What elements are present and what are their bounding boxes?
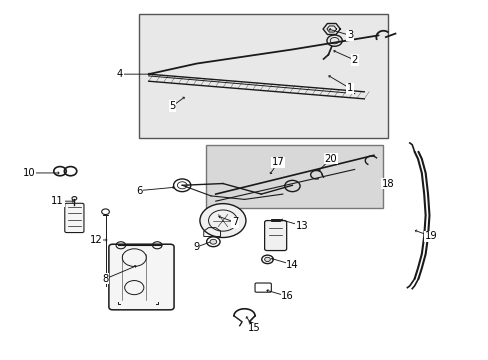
Circle shape	[200, 204, 245, 238]
Text: 18: 18	[381, 179, 394, 189]
FancyBboxPatch shape	[109, 244, 174, 310]
Text: 16: 16	[281, 292, 293, 301]
Text: 13: 13	[295, 221, 308, 231]
Text: 20: 20	[324, 154, 336, 164]
Text: 14: 14	[285, 260, 298, 270]
FancyBboxPatch shape	[64, 203, 84, 233]
Text: 19: 19	[424, 231, 437, 242]
Text: 5: 5	[169, 101, 176, 111]
Text: 17: 17	[271, 157, 284, 167]
FancyBboxPatch shape	[139, 14, 387, 138]
Text: 7: 7	[231, 217, 238, 227]
Circle shape	[264, 257, 270, 261]
Circle shape	[209, 239, 216, 244]
Text: 1: 1	[346, 83, 352, 93]
Text: 2: 2	[351, 55, 357, 65]
Text: 8: 8	[102, 274, 108, 284]
Text: 9: 9	[193, 242, 200, 252]
FancyBboxPatch shape	[206, 145, 383, 208]
Text: 15: 15	[247, 323, 260, 333]
Text: 3: 3	[346, 30, 352, 40]
FancyBboxPatch shape	[264, 221, 286, 251]
Text: 4: 4	[117, 69, 123, 79]
Text: 10: 10	[22, 168, 35, 178]
Text: 6: 6	[136, 186, 142, 195]
Text: 11: 11	[51, 196, 64, 206]
Text: 12: 12	[89, 235, 102, 245]
